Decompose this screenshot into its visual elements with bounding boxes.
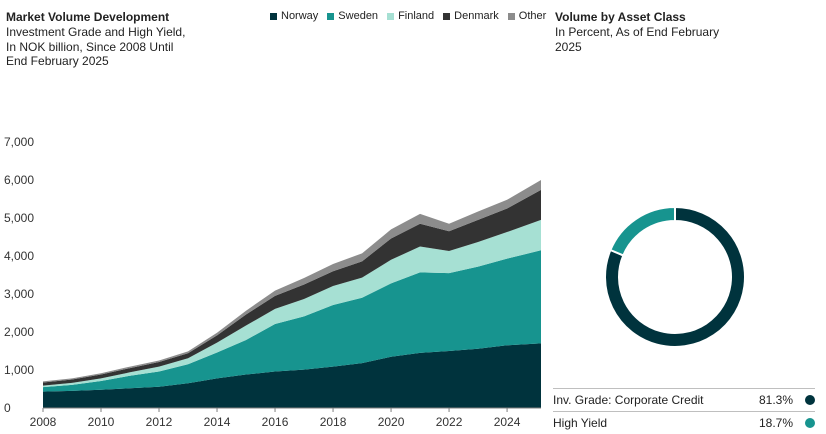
donut-row-dot: [805, 395, 815, 405]
area-legend: Norway Sweden Finland Denmark Other: [270, 10, 546, 22]
donut-row-high-yield: High Yield 18.7%: [553, 411, 815, 434]
legend-label: Sweden: [338, 10, 379, 22]
legend-swatch: [443, 12, 451, 20]
area-series-finland: [43, 219, 541, 388]
donut-row-inv-grade: Inv. Grade: Corporate Credit 81.3%: [553, 388, 815, 411]
x-tick-label: 2022: [436, 415, 463, 429]
donut-row-label: High Yield: [553, 416, 608, 430]
x-tick-label: 2010: [88, 415, 115, 429]
donut-row-value: 18.7%: [758, 416, 793, 430]
area-series-norway: [43, 343, 541, 408]
y-tick-label: 0: [4, 401, 11, 415]
y-tick-label: 5,000: [4, 211, 34, 225]
x-tick-label: 2018: [320, 415, 347, 429]
x-tick-label: 2014: [204, 415, 231, 429]
x-tick-label: 2016: [262, 415, 289, 429]
donut-row-label: Inv. Grade: Corporate Credit: [553, 393, 704, 407]
x-tick-label: 2020: [378, 415, 405, 429]
y-tick-label: 2,000: [4, 325, 34, 339]
legend-item-norway: Norway: [270, 10, 318, 22]
donut-row-value: 81.3%: [758, 393, 793, 407]
y-tick-label: 7,000: [4, 135, 34, 149]
donut-slice-inv-grade: [604, 205, 746, 348]
donut-slice-high-yield: [609, 205, 676, 257]
legend-item-finland: Finland: [387, 10, 434, 22]
legend-label: Denmark: [454, 10, 499, 22]
area-series-denmark: [43, 189, 541, 386]
x-tick-label: 2012: [146, 415, 173, 429]
area-series-sweden: [43, 250, 541, 392]
legend-swatch: [270, 12, 277, 20]
donut-row-dot: [805, 418, 815, 428]
legend-item-other: Other: [507, 10, 547, 22]
legend-item-denmark: Denmark: [443, 10, 499, 22]
chart-subtitle: Investment Grade and High Yield, In NOK …: [6, 25, 186, 68]
legend-item-sweden: Sweden: [327, 10, 378, 22]
legend-swatch: [327, 12, 335, 20]
y-tick-label: 3,000: [4, 287, 34, 301]
legend-label: Other: [518, 10, 547, 22]
donut-legend-table: Inv. Grade: Corporate Credit 81.3% High …: [553, 388, 815, 434]
legend-label: Norway: [281, 10, 319, 22]
donut-title: Volume by Asset Class: [555, 10, 686, 24]
y-tick-label: 4,000: [4, 249, 34, 263]
legend-swatch: [507, 12, 515, 20]
legend-label: Finland: [398, 10, 435, 22]
donut-subtitle: In Percent, As of End February 2025: [555, 25, 720, 54]
y-tick-label: 1,000: [4, 363, 34, 377]
legend-swatch: [387, 12, 395, 20]
y-tick-label: 6,000: [4, 173, 34, 187]
chart-title: Market Volume Development: [6, 10, 170, 24]
x-tick-label: 2024: [494, 415, 521, 429]
x-tick-label: 2008: [30, 415, 57, 429]
